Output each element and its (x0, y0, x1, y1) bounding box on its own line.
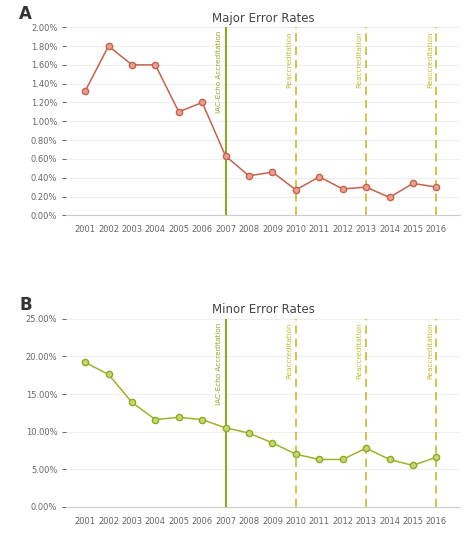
Title: Major Error Rates: Major Error Rates (212, 11, 314, 25)
Text: Reaccreditation: Reaccreditation (356, 31, 363, 88)
Text: Reaccreditation: Reaccreditation (286, 323, 292, 379)
Text: IAC-Echo Accreditation: IAC-Echo Accreditation (216, 31, 222, 113)
Text: Reaccreditation: Reaccreditation (427, 31, 433, 88)
Text: Reaccreditation: Reaccreditation (286, 31, 292, 88)
Text: B: B (19, 296, 32, 314)
Title: Minor Error Rates: Minor Error Rates (211, 303, 315, 316)
Text: Reaccreditation: Reaccreditation (356, 323, 363, 379)
Text: A: A (19, 5, 32, 23)
Text: Reaccreditation: Reaccreditation (427, 323, 433, 379)
Text: IAC-Echo Accreditation: IAC-Echo Accreditation (216, 323, 222, 405)
